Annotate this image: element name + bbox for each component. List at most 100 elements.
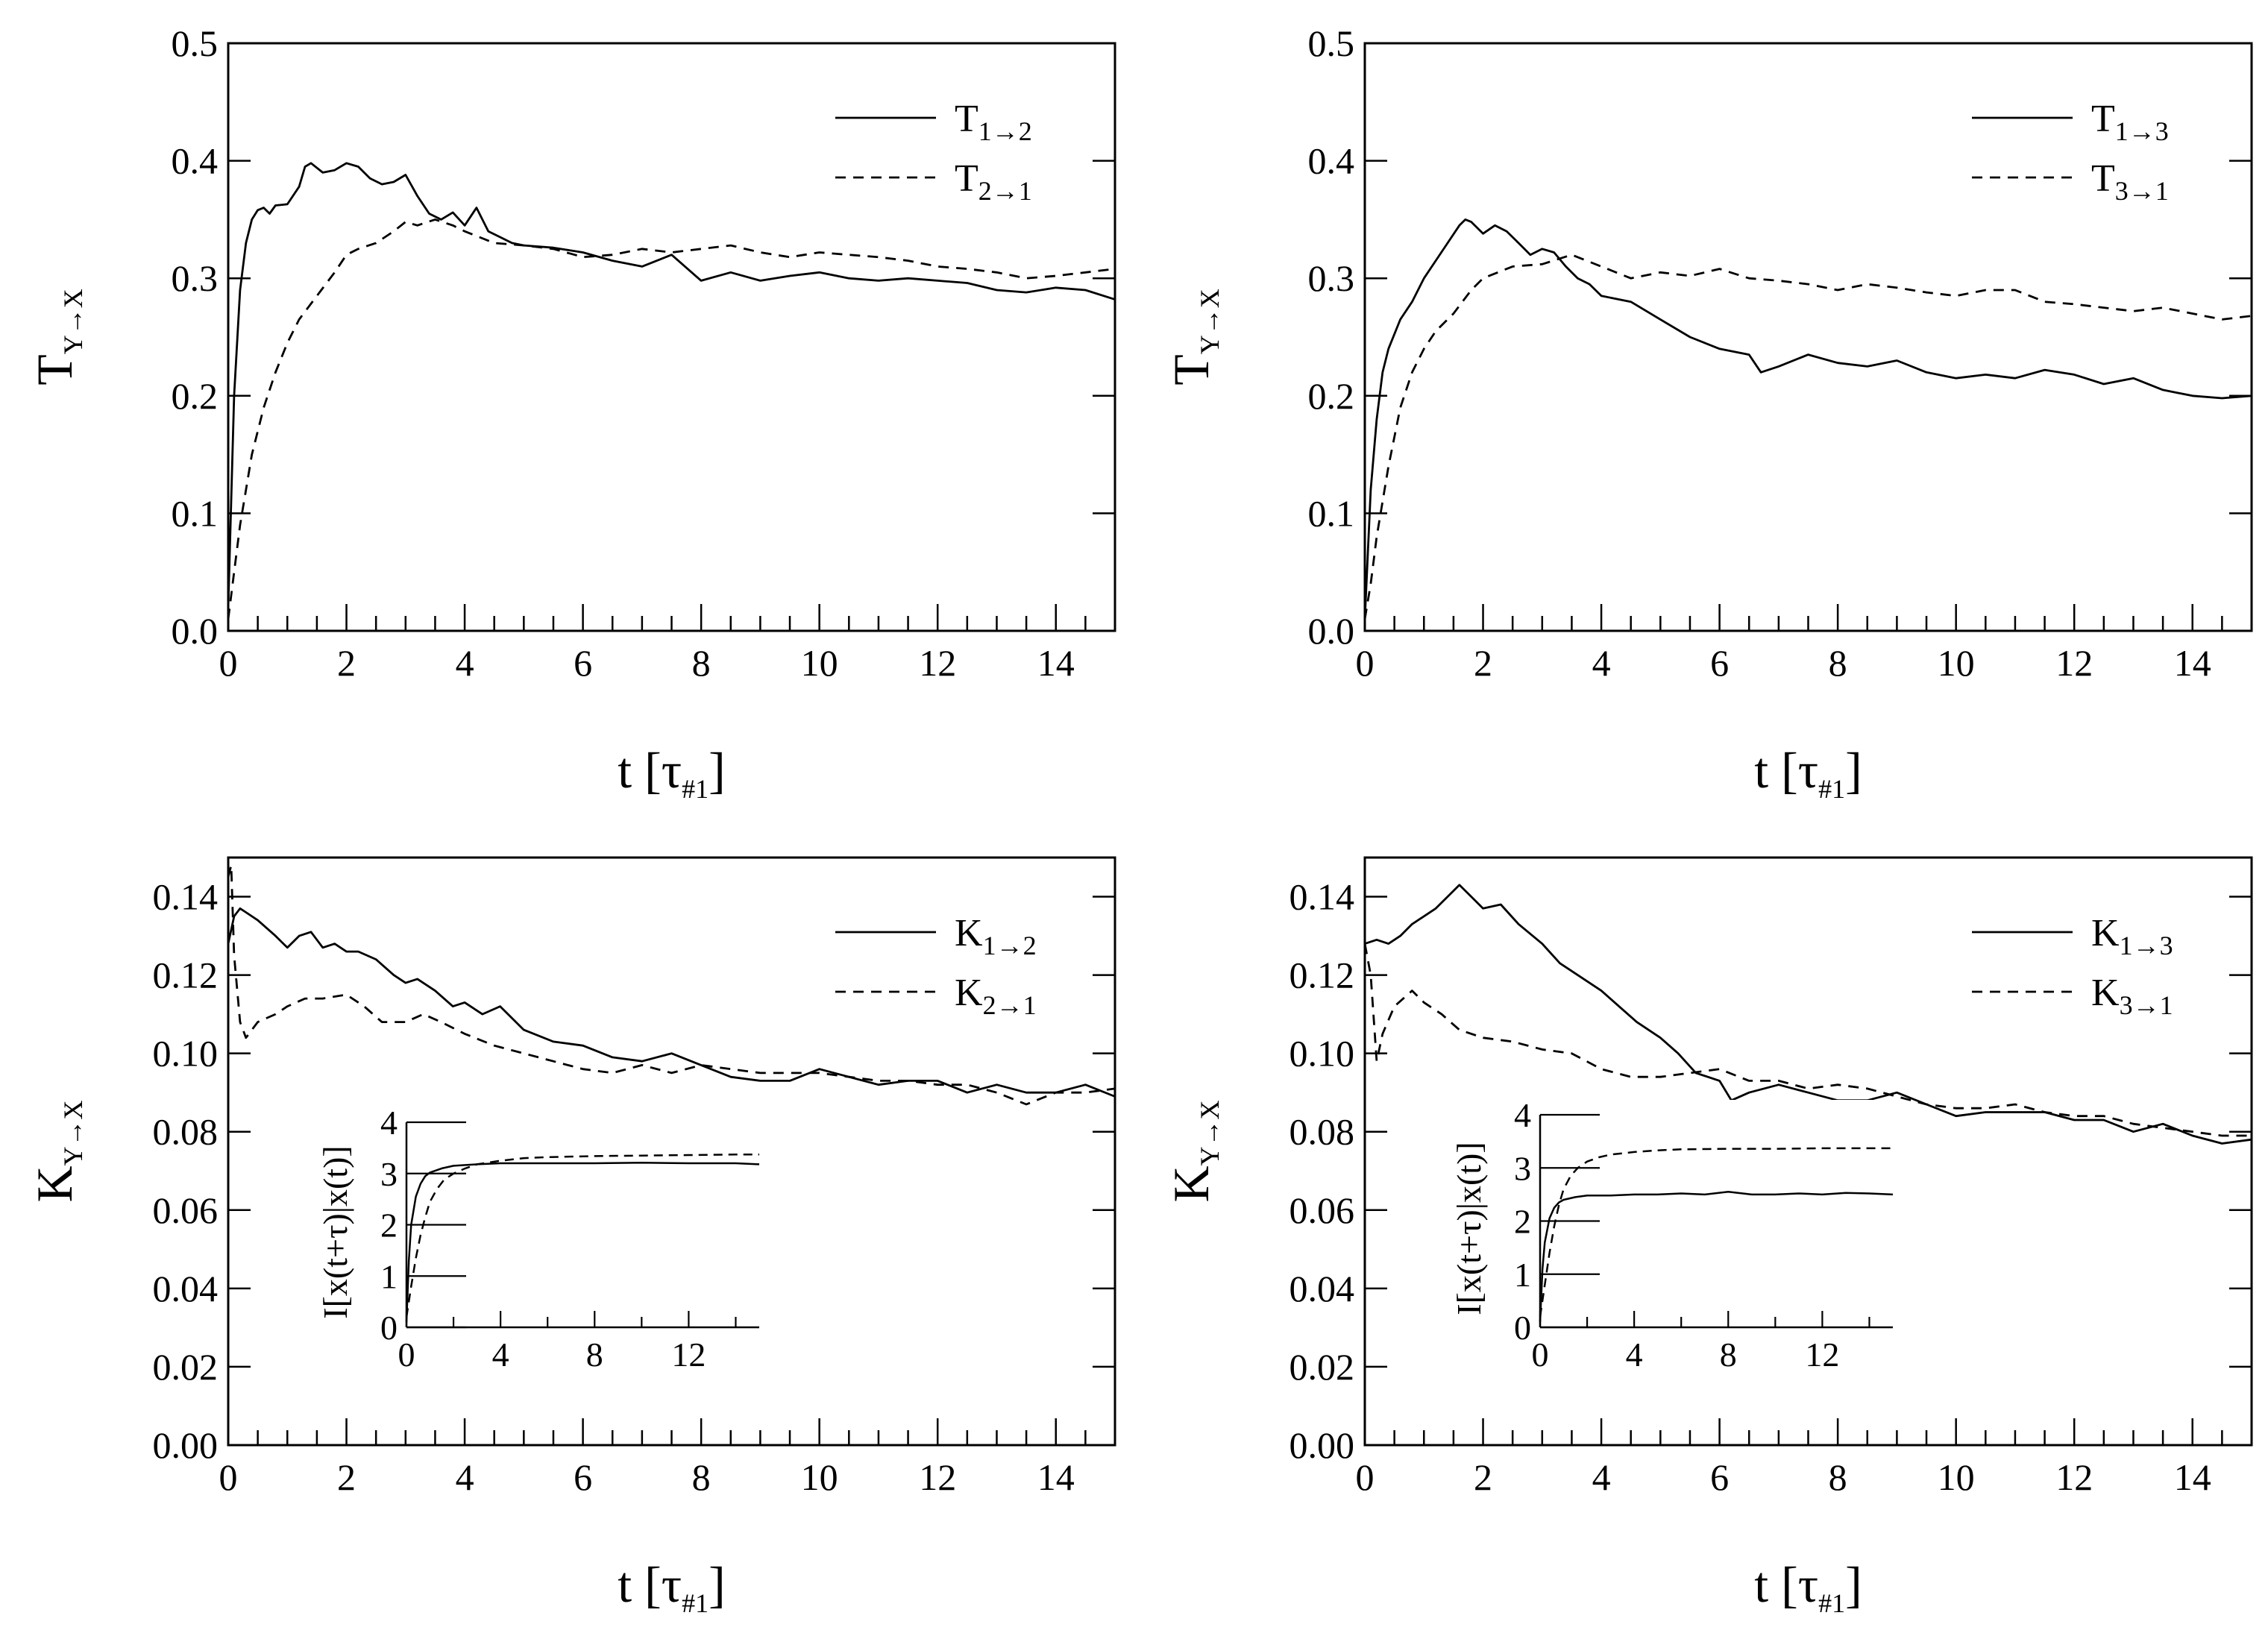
panel-top-right-x-tick-label: 6 bbox=[1710, 642, 1729, 684]
panel-bottom-left-y-axis-title-main: K bbox=[26, 1165, 83, 1202]
panel-top-left-x-axis-title-main: t [τ bbox=[618, 742, 682, 799]
panel-top-right-legend-label-sub: 3→1 bbox=[2115, 176, 2169, 206]
panel-bottom-left-inset-y-tick-label: 2 bbox=[380, 1207, 398, 1245]
panel-top-right-x-axis-title: t [τ#1] bbox=[1754, 742, 1862, 804]
panel-top-left-x-axis-title-close: ] bbox=[709, 742, 726, 799]
panel-bottom-left-series-2-dashed bbox=[227, 864, 1116, 1106]
panel-top-left-series-1-solid bbox=[227, 162, 1116, 608]
panel-top-right-x-axis-title-close: ] bbox=[1845, 742, 1862, 799]
panel-top-right-legend-label-main: T bbox=[2091, 98, 2115, 140]
panel-bottom-right-x-axis-title-close: ] bbox=[1845, 1556, 1862, 1613]
panel-bottom-right-inset-y-tick-label: 4 bbox=[1514, 1096, 1531, 1134]
panel-bottom-left-inset-y-tick-label: 0 bbox=[380, 1309, 398, 1347]
panel-bottom-left-inset-x-tick-label: 0 bbox=[398, 1336, 415, 1374]
panel-bottom-left-legend-label-sub: 1→2 bbox=[983, 931, 1037, 960]
panel-top-left-x-tick-label: 10 bbox=[801, 642, 838, 684]
panel-bottom-left-y-tick-label: 0.04 bbox=[153, 1268, 219, 1309]
panel-top-left-series-2-dashed bbox=[227, 218, 1116, 620]
panel-bottom-left-legend-label-main: K bbox=[955, 912, 983, 954]
panel-bottom-right-inset-series-1-solid bbox=[1539, 1191, 1894, 1322]
panel-bottom-right-inset-series-2-dashed bbox=[1539, 1147, 1893, 1317]
panel-bottom-right-x-axis-title-sub: #1 bbox=[1818, 1588, 1845, 1618]
panel-bottom-right-inset-y-tick-label: 1 bbox=[1514, 1256, 1531, 1294]
panel-top-left-x-axis-title: t [τ#1] bbox=[618, 742, 726, 804]
panel-bottom-left-y-tick-label: 0.12 bbox=[153, 954, 219, 996]
panel-top-right-x-tick-label: 10 bbox=[1938, 642, 1975, 684]
panel-top-left-y-tick-label: 0.0 bbox=[172, 610, 219, 652]
panel-bottom-left-y-tick-label: 0.02 bbox=[153, 1346, 219, 1388]
panel-bottom-left-x-tick-label: 2 bbox=[337, 1456, 356, 1498]
panel-bottom-right-legend-label-main: K bbox=[2091, 912, 2120, 954]
panel-top-left-y-axis-title-sub: Y→X bbox=[58, 289, 88, 354]
panel-bottom-left-x-axis-title-main: t [τ bbox=[618, 1556, 682, 1613]
panel-top-left-x-tick-label: 8 bbox=[692, 642, 711, 684]
panel-top-right-y-tick-label: 0.5 bbox=[1308, 22, 1355, 64]
panel-bottom-right-legend-label-main: K bbox=[2091, 972, 2120, 1014]
panel-bottom-right-x-tick-label: 10 bbox=[1938, 1456, 1975, 1498]
panel-bottom-right-inset-x-tick-label: 4 bbox=[1626, 1336, 1643, 1374]
panel-top-right-y-tick-label: 0.1 bbox=[1308, 492, 1355, 534]
panel-bottom-right-inset-y-tick-label: 3 bbox=[1514, 1149, 1531, 1187]
panel-top-right-x-axis-title-main: t [τ bbox=[1754, 742, 1818, 799]
panel-top-right-y-tick-label: 0.0 bbox=[1308, 610, 1355, 652]
panel-bottom-right-y-tick-label: 0.06 bbox=[1290, 1189, 1355, 1231]
panel-bottom-right-x-tick-label: 8 bbox=[1829, 1456, 1847, 1498]
panel-bottom-right-inset-y-tick-label: 2 bbox=[1514, 1203, 1531, 1241]
panel-bottom-right-y-axis-title: KY→X bbox=[1163, 1100, 1225, 1202]
panel-bottom-right-x-tick-label: 4 bbox=[1592, 1456, 1611, 1498]
panel-top-left: 0 2 4 6 8 10 12 140.00.10.20.30.40.5t [τ#1]TY→X… bbox=[26, 22, 1116, 804]
panel-bottom-left-y-tick-label: 0.06 bbox=[153, 1189, 219, 1231]
panel-top-right-y-tick-label: 0.3 bbox=[1308, 257, 1355, 299]
panel-bottom-right-x-tick-label: 14 bbox=[2174, 1456, 2211, 1498]
panel-bottom-right-inset-y-tick-label: 0 bbox=[1514, 1309, 1531, 1347]
panel-bottom-left-y-tick-label: 0.08 bbox=[153, 1111, 219, 1153]
panel-bottom-left-y-axis-title-sub: Y→X bbox=[58, 1100, 88, 1165]
panel-top-left-x-axis-title-sub: #1 bbox=[682, 774, 709, 804]
panel-top-right: 0 2 4 6 8 10 12 140.00.10.20.30.40.5t [τ#1]TY→X… bbox=[1163, 22, 2253, 804]
panel-top-left-legend-label-sub: 2→1 bbox=[978, 176, 1032, 206]
panel-bottom-left-x-tick-label: 6 bbox=[574, 1456, 592, 1498]
panel-bottom-left-x-axis-title-close: ] bbox=[709, 1556, 726, 1613]
panel-bottom-right-x-axis-title-main: t [τ bbox=[1754, 1556, 1818, 1613]
panel-bottom-right-y-axis-title-main: K bbox=[1163, 1165, 1219, 1202]
panel-bottom-right-y-tick-label: 0.00 bbox=[1290, 1424, 1355, 1466]
panel-bottom-left-legend-label-sub: 2→1 bbox=[983, 990, 1037, 1020]
panel-bottom-right-inset-y-axis-title: I[x(t+τ)|x(t)] bbox=[1450, 1142, 1488, 1315]
panel-top-left-x-tick-label: 4 bbox=[456, 642, 474, 684]
panel-bottom-right-x-tick-label: 2 bbox=[1474, 1456, 1492, 1498]
panel-top-left-x-tick-label: 12 bbox=[919, 642, 956, 684]
panel-bottom-right-inset-x-tick-label: 8 bbox=[1720, 1336, 1737, 1374]
panel-top-left-y-tick-label: 0.5 bbox=[172, 22, 219, 64]
panel-bottom-left-x-tick-label: 12 bbox=[919, 1456, 956, 1498]
panel-top-right-x-tick-label: 12 bbox=[2055, 642, 2093, 684]
panel-bottom-right-x-tick-label: 12 bbox=[2055, 1456, 2093, 1498]
panel-bottom-left-inset-series-2-dashed bbox=[405, 1154, 759, 1318]
panel-bottom-right-y-tick-label: 0.02 bbox=[1290, 1346, 1355, 1388]
panel-top-right-series-2-dashed bbox=[1363, 254, 2252, 620]
panel-bottom-right-x-axis-title: t [τ#1] bbox=[1754, 1556, 1862, 1618]
panel-top-right-y-axis-title-group: TY→X bbox=[1163, 289, 1225, 386]
panel-bottom-right-y-tick-label: 0.08 bbox=[1290, 1111, 1355, 1153]
panel-top-right-x-tick-label: 14 bbox=[2174, 642, 2211, 684]
panel-bottom-left-x-tick-label: 14 bbox=[1037, 1456, 1075, 1498]
panel-bottom-left-x-tick-label: 4 bbox=[456, 1456, 474, 1498]
panel-bottom-right-legend-label-sub: 1→3 bbox=[2120, 931, 2173, 960]
panel-bottom-left-x-tick-label: 8 bbox=[692, 1456, 711, 1498]
panel-top-right-legend-label-main: T bbox=[2091, 157, 2115, 200]
panel-top-left-legend-label-1: T1→2 bbox=[955, 98, 1032, 146]
panel-bottom-left-x-tick-label: 0 bbox=[219, 1456, 238, 1498]
panel-top-left-x-tick-label: 0 bbox=[219, 642, 238, 684]
panel-top-left-y-tick-label: 0.2 bbox=[172, 375, 219, 417]
panel-top-left-y-axis-title-group: TY→X bbox=[26, 289, 88, 386]
panel-top-right-y-tick-label: 0.4 bbox=[1308, 140, 1355, 182]
panel-bottom-right-legend-label-sub: 3→1 bbox=[2120, 990, 2173, 1020]
panel-bottom-right-inset-y-axis-title-group: I[x(t+τ)|x(t)] bbox=[1450, 1142, 1488, 1315]
panel-bottom-right-y-axis-title-group: KY→X bbox=[1163, 1100, 1225, 1202]
panel-top-left-y-tick-label: 0.4 bbox=[172, 140, 219, 182]
panel-bottom-right-x-tick-label: 6 bbox=[1710, 1456, 1729, 1498]
panel-bottom-left-y-tick-label: 0.14 bbox=[153, 876, 219, 918]
panel-top-right-legend-label-1: T1→3 bbox=[2091, 98, 2169, 146]
